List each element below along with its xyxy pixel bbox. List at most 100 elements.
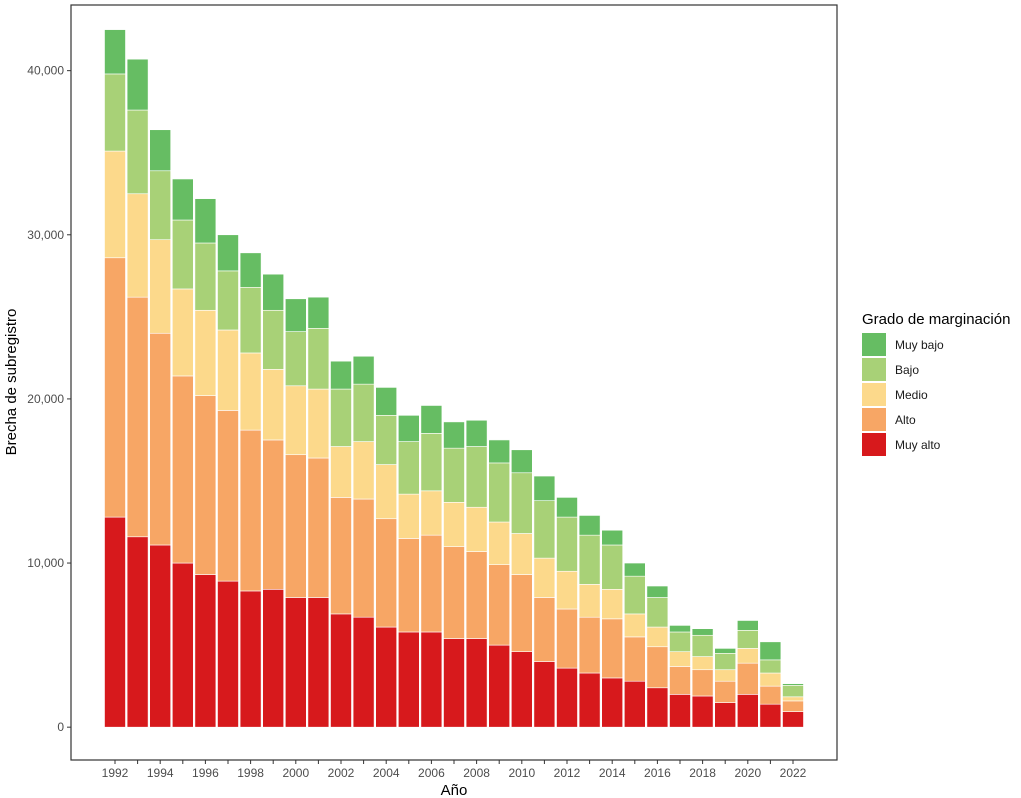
bar-2000-medio	[284, 385, 307, 456]
bar-2013-muy-bajo	[578, 515, 601, 536]
bar-2016-muy-alto	[646, 687, 669, 728]
bar-1995-medio	[172, 288, 194, 377]
legend-title: Grado de marginación	[862, 311, 1010, 328]
bar-2002-medio	[330, 446, 352, 498]
legend: Grado de marginación Muy bajo Bajo Medio Al…	[862, 311, 1010, 456]
bar-2021-bajo	[759, 659, 782, 674]
bar-2006-muy-alto	[420, 631, 443, 728]
bar-2018-bajo	[691, 634, 714, 657]
x-tick-label: 2014	[599, 766, 626, 780]
bar-2020-bajo	[736, 630, 759, 649]
y-axis: 0 10,000 20,000 30,000 40,000	[27, 64, 71, 734]
x-tick-label: 1998	[237, 766, 264, 780]
bar-2005-medio	[397, 493, 420, 539]
bar-2002-muy-bajo	[330, 360, 352, 390]
x-tick-label: 2008	[463, 766, 490, 780]
bar-2002-alto	[330, 497, 352, 615]
x-tick-label: 2022	[780, 766, 807, 780]
bar-2019-alto	[714, 680, 737, 703]
bar-2005-muy-alto	[397, 631, 420, 728]
bar-2018-muy-bajo	[691, 628, 714, 636]
bar-2001-muy-alto	[307, 597, 330, 728]
bar-2010-alto	[510, 574, 533, 652]
bar-2007-muy-bajo	[443, 421, 465, 449]
bar-2006-bajo	[420, 433, 443, 492]
bar-1999-alto	[262, 439, 285, 590]
bar-1993-bajo	[126, 109, 149, 195]
bar-1997-alto	[217, 410, 239, 582]
bar-2019-muy-alto	[714, 702, 737, 728]
x-tick-label: 2010	[508, 766, 535, 780]
bar-2012-muy-bajo	[556, 497, 578, 518]
x-tick-label: 1994	[147, 766, 174, 780]
bar-2010-medio	[510, 533, 533, 575]
bar-2003-muy-alto	[352, 616, 375, 728]
y-tick-label: 20,000	[27, 392, 64, 406]
bar-2000-muy-alto	[284, 597, 307, 728]
x-tick-label: 2020	[734, 766, 761, 780]
bar-2017-muy-bajo	[669, 625, 691, 633]
bar-1995-muy-alto	[172, 562, 194, 728]
bar-2015-bajo	[623, 575, 646, 615]
bar-1992-muy-bajo	[104, 29, 126, 75]
bar-2012-alto	[556, 608, 578, 669]
bar-1992-muy-alto	[104, 516, 126, 728]
bar-2009-medio	[488, 521, 511, 565]
bar-1997-muy-bajo	[217, 234, 239, 272]
bar-2015-medio	[623, 613, 646, 638]
bar-2007-alto	[443, 546, 465, 639]
bar-2004-medio	[375, 464, 398, 520]
bar-2006-muy-bajo	[420, 405, 443, 434]
bar-2019-bajo	[714, 653, 737, 671]
x-tick-label: 2004	[373, 766, 400, 780]
bar-2020-alto	[736, 662, 759, 695]
bar-2018-medio	[691, 656, 714, 671]
bar-2004-alto	[375, 518, 398, 628]
bar-2021-medio	[759, 672, 782, 687]
bar-2000-bajo	[284, 331, 307, 387]
bar-1995-muy-bajo	[172, 178, 194, 221]
bar-2020-medio	[736, 648, 759, 664]
legend-swatch-alto	[862, 408, 886, 431]
bar-2005-bajo	[397, 441, 420, 495]
bar-1998-muy-bajo	[239, 252, 262, 288]
bar-1993-muy-alto	[126, 536, 149, 728]
bar-2007-medio	[443, 502, 465, 547]
bar-1994-bajo	[149, 170, 171, 241]
bar-2007-muy-alto	[443, 638, 465, 728]
bar-2017-medio	[669, 651, 691, 667]
bar-2010-muy-bajo	[510, 449, 533, 474]
bar-2020-muy-alto	[736, 694, 759, 728]
legend-swatch-muy-bajo	[862, 333, 886, 356]
bar-1992-bajo	[104, 73, 126, 152]
legend-label-muy-bajo: Muy bajo	[895, 338, 944, 352]
bar-2003-alto	[352, 498, 375, 618]
bar-2018-alto	[691, 669, 714, 697]
bar-2006-medio	[420, 490, 443, 536]
bar-2004-muy-alto	[375, 626, 398, 728]
bar-2019-muy-bajo	[714, 648, 737, 654]
bar-1999-bajo	[262, 309, 285, 370]
bar-2011-muy-bajo	[533, 475, 556, 501]
x-tick-label: 2018	[689, 766, 716, 780]
bar-2001-bajo	[307, 328, 330, 390]
bar-2014-bajo	[601, 544, 624, 590]
bar-1998-medio	[239, 352, 262, 431]
bar-1993-alto	[126, 296, 149, 538]
bar-2004-muy-bajo	[375, 387, 398, 416]
y-tick-label: 10,000	[27, 556, 64, 570]
bar-2012-muy-alto	[556, 667, 578, 728]
bar-2016-alto	[646, 646, 669, 689]
x-tick-label: 1992	[102, 766, 129, 780]
bar-2015-muy-alto	[623, 680, 646, 728]
y-tick-label: 30,000	[27, 228, 64, 242]
legend-label-medio: Medio	[895, 388, 928, 402]
bar-1998-muy-alto	[239, 590, 262, 728]
bar-2021-muy-bajo	[759, 641, 782, 661]
x-axis-title: Año	[441, 782, 468, 798]
bar-2014-muy-alto	[601, 677, 624, 728]
bar-2020-muy-bajo	[736, 620, 759, 631]
bar-2002-bajo	[330, 388, 352, 447]
bar-1995-alto	[172, 375, 194, 564]
